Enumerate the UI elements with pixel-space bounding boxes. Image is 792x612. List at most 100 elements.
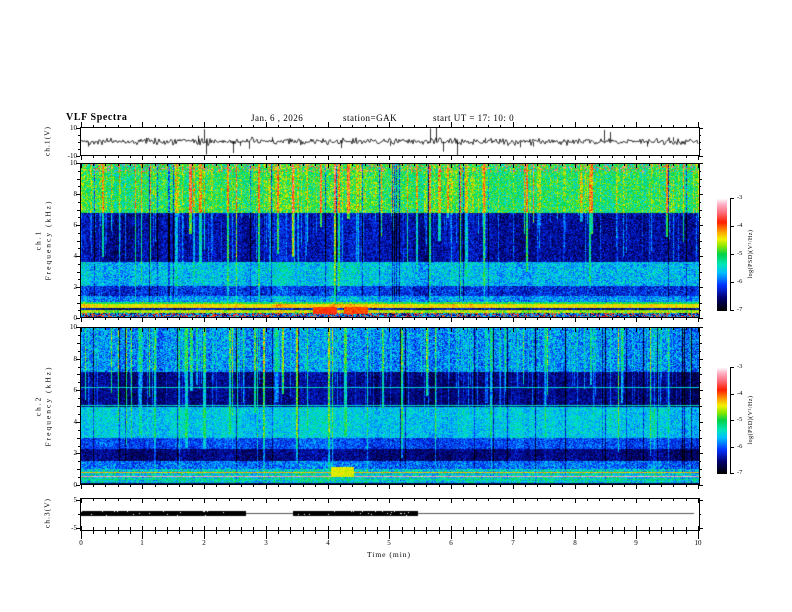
- tick: [550, 328, 551, 330]
- tick: [463, 499, 464, 501]
- tick: [253, 156, 254, 158]
- ch2-spec-axis-label: Frequency (kHz): [43, 365, 52, 447]
- tick: [328, 328, 329, 332]
- tick: [463, 164, 464, 166]
- tick: [699, 374, 702, 375]
- tick: [167, 156, 168, 158]
- tick: [77, 343, 80, 344]
- tick: [414, 485, 415, 487]
- tick: [93, 527, 94, 530]
- tick: [192, 531, 193, 534]
- tick: [365, 531, 366, 534]
- tick: [76, 390, 80, 391]
- tick: [167, 318, 168, 320]
- tick: [402, 527, 403, 530]
- y-tick-label: 4: [73, 252, 78, 260]
- tick: [328, 499, 329, 503]
- tick: [730, 447, 734, 448]
- tick: [649, 318, 650, 320]
- tick: [377, 164, 378, 166]
- tick: [661, 156, 662, 158]
- tick: [699, 241, 702, 242]
- tick: [142, 526, 143, 530]
- tick: [686, 531, 687, 534]
- tick: [488, 164, 489, 166]
- tick: [599, 499, 600, 501]
- colorbar-ch2: [717, 367, 727, 479]
- tick: [699, 171, 701, 172]
- tick: [365, 125, 366, 127]
- tick: [562, 328, 563, 330]
- tick: [699, 398, 701, 399]
- station-label: station=GAK: [343, 113, 398, 123]
- tick: [636, 499, 637, 503]
- tick: [290, 527, 291, 530]
- tick: [216, 318, 217, 320]
- tick: [550, 318, 551, 320]
- tick: [340, 318, 341, 320]
- tick: [488, 156, 489, 158]
- tick: [673, 318, 674, 320]
- tick: [699, 179, 702, 180]
- tick: [699, 477, 701, 478]
- tick: [476, 125, 477, 127]
- tick: [699, 194, 703, 195]
- tick: [686, 125, 687, 127]
- tick: [686, 164, 687, 166]
- tick: [414, 531, 415, 534]
- tick: [130, 164, 131, 166]
- tick: [587, 328, 588, 330]
- tick: [328, 531, 329, 539]
- tick: [587, 125, 588, 127]
- tick: [105, 485, 106, 487]
- tick: [352, 156, 353, 158]
- tick: [402, 156, 403, 158]
- y-tick-label: 6: [73, 221, 78, 229]
- y-tick-label: 10: [70, 123, 77, 132]
- tick: [142, 156, 143, 160]
- tick: [78, 279, 80, 280]
- tick: [624, 527, 625, 530]
- tick: [402, 318, 403, 320]
- tick: [463, 527, 464, 530]
- tick: [352, 328, 353, 330]
- tick: [315, 499, 316, 501]
- tick: [266, 164, 267, 168]
- tick: [500, 527, 501, 530]
- tick: [673, 527, 674, 530]
- tick: [698, 531, 699, 539]
- tick: [78, 446, 80, 447]
- tick: [699, 163, 703, 164]
- tick: [81, 328, 82, 332]
- tick: [587, 499, 588, 501]
- tick: [352, 499, 353, 501]
- tick: [624, 499, 625, 501]
- tick: [426, 164, 427, 166]
- tick: [78, 142, 80, 143]
- tick: [78, 382, 80, 383]
- tick: [278, 318, 279, 320]
- tick: [699, 128, 703, 129]
- tick: [439, 485, 440, 487]
- tick: [612, 499, 613, 501]
- ch1-spectrogram-canvas: [81, 164, 699, 317]
- tick: [266, 499, 267, 503]
- tick: [439, 125, 440, 127]
- tick: [167, 527, 168, 530]
- tick: [500, 156, 501, 158]
- tick: [290, 531, 291, 534]
- tick: [130, 156, 131, 158]
- tick: [130, 499, 131, 501]
- tick: [78, 514, 80, 515]
- y-tick-label: -5: [71, 523, 77, 532]
- tick: [118, 125, 119, 127]
- tick: [204, 485, 205, 489]
- tick: [624, 328, 625, 330]
- tick: [118, 156, 119, 158]
- tick: [142, 485, 143, 489]
- tick: [699, 351, 701, 352]
- tick: [155, 531, 156, 534]
- tick: [142, 328, 143, 332]
- tick: [463, 125, 464, 127]
- tick: [352, 164, 353, 166]
